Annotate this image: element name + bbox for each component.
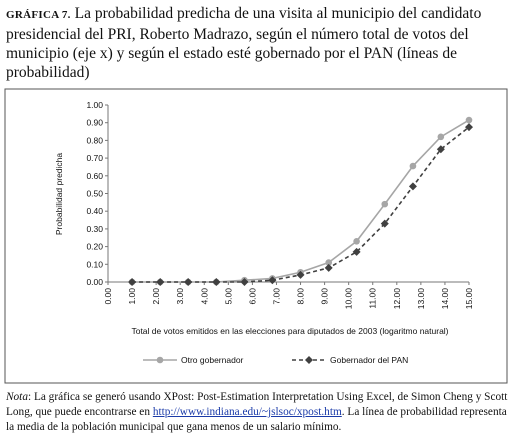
legend-marker [156, 356, 164, 364]
x-tick-label: 9.00 [320, 288, 330, 305]
y-tick-label: 0.10 [86, 259, 103, 269]
chart-title: La probabilidad predicha de una visita a… [6, 5, 482, 81]
x-tick-label: 7.00 [271, 288, 281, 305]
data-point [156, 278, 165, 286]
data-point [296, 270, 305, 279]
y-tick-label: 0.30 [86, 224, 103, 234]
data-point [353, 237, 360, 245]
data-point [408, 182, 417, 191]
x-tick-label: 0.00 [103, 288, 113, 305]
x-tick-label: 4.00 [199, 288, 209, 305]
data-point [465, 123, 473, 132]
x-tick-label: 13.00 [416, 288, 426, 310]
data-point [212, 278, 221, 286]
x-tick-label: 11.00 [368, 288, 378, 309]
x-tick-label: 1.00 [127, 288, 137, 305]
x-tick-label: 6.00 [247, 288, 257, 305]
y-tick-label: 0.70 [86, 153, 103, 163]
data-point [381, 200, 389, 208]
title-block: GRÁFICA 7. La probabilidad predicha de u… [6, 4, 508, 82]
y-tick-label: 0.80 [86, 135, 103, 145]
legend-label: Gobernador del PAN [330, 355, 408, 365]
data-point [324, 263, 333, 272]
x-tick-label: 15.00 [464, 288, 474, 310]
figure-label: GRÁFICA 7. [6, 9, 71, 21]
data-point [240, 278, 249, 286]
x-tick-label: 5.00 [223, 288, 233, 305]
x-tick-label: 2.00 [151, 288, 161, 305]
x-tick-label: 12.00 [392, 288, 402, 310]
series-line [132, 126, 470, 283]
note-label: Nota [6, 391, 28, 403]
chart-frame [4, 88, 508, 384]
data-point [436, 145, 445, 154]
note-link[interactable]: http://www.indiana.edu/~jslsoc/xpost.htm [152, 406, 342, 418]
x-tick-label: 3.00 [175, 288, 185, 305]
x-tick-label: 10.00 [344, 288, 354, 310]
legend-label: Otro gobernador [181, 355, 244, 365]
chart: Probabilidad predicha Total de votos emi… [4, 88, 508, 384]
data-point [184, 278, 193, 286]
data-point [352, 247, 361, 256]
y-tick-label: 0.60 [86, 171, 103, 181]
y-tick-label: 0.50 [86, 189, 103, 199]
data-point [380, 219, 389, 228]
data-point [325, 259, 332, 266]
y-axis-label: Probabilidad predicha [54, 153, 64, 235]
data-point [128, 278, 137, 286]
y-tick-label: 0.00 [86, 277, 103, 287]
x-tick-label: 8.00 [296, 288, 306, 305]
series-line [132, 119, 470, 283]
note: Nota: La gráfica se generó usando XPost:… [6, 390, 508, 435]
legend-marker [305, 356, 313, 364]
note-text: : La gráfica se generó usando XPost: Pos… [6, 391, 508, 418]
y-tick-label: 1.00 [86, 100, 103, 110]
note-text: . La línea de probabilidad representa la… [6, 406, 507, 433]
data-point [437, 133, 445, 141]
data-point [268, 276, 277, 285]
x-axis-label: Total de votos emitidos en las eleccione… [131, 326, 448, 336]
x-tick-label: 14.00 [440, 288, 450, 310]
data-point [409, 162, 417, 170]
y-tick-label: 0.40 [86, 206, 103, 216]
y-tick-label: 0.90 [86, 118, 103, 128]
data-point [465, 116, 473, 124]
y-tick-label: 0.20 [86, 242, 103, 252]
